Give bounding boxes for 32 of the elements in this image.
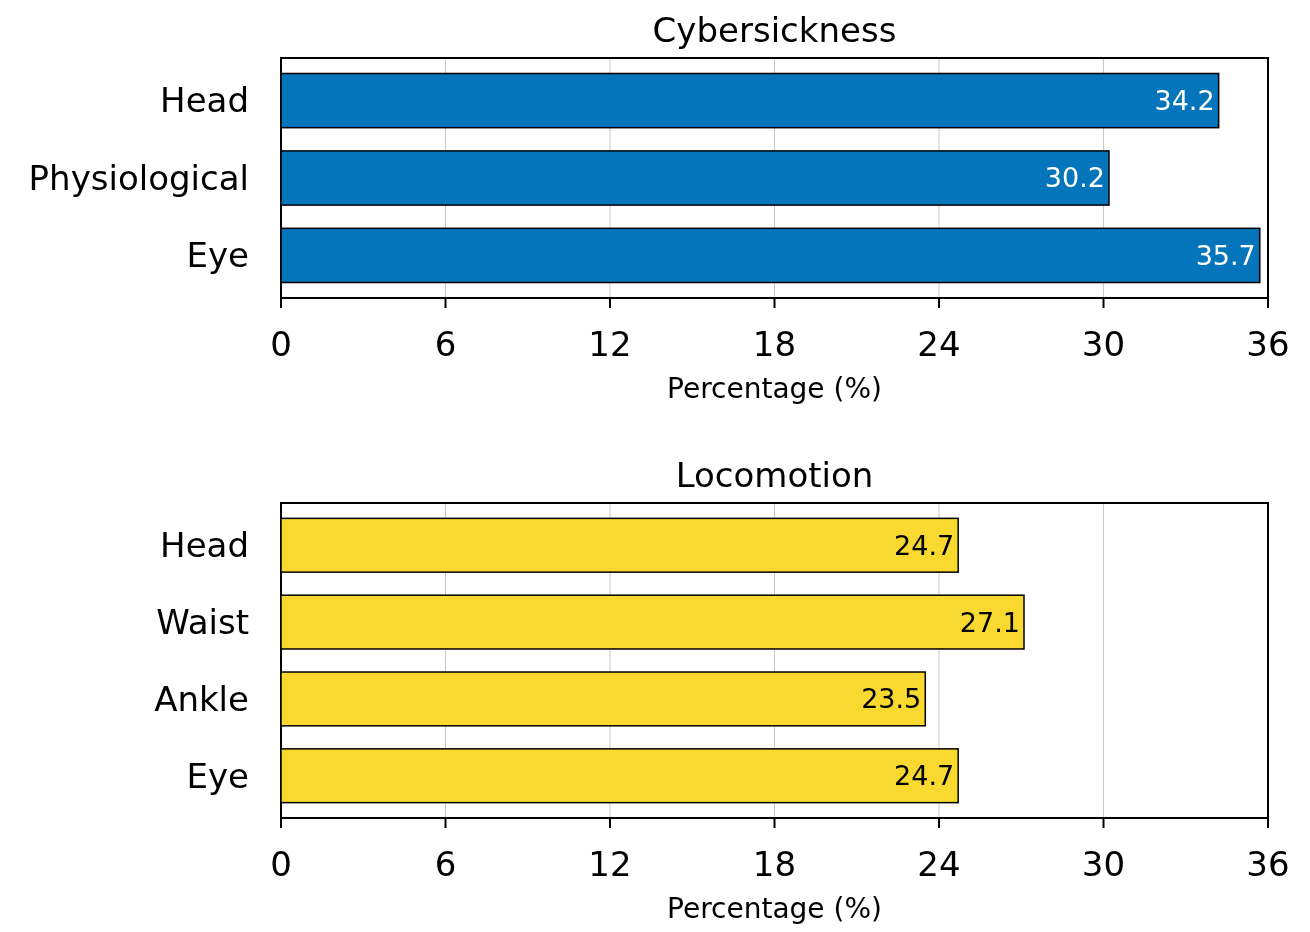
- x-axis-title: Percentage (%): [667, 372, 882, 405]
- data-label: 24.7: [894, 529, 955, 561]
- x-tick-label: 0: [270, 844, 292, 884]
- chart-title: Cybersickness: [652, 10, 897, 50]
- x-axis-title: Percentage (%): [667, 892, 882, 925]
- data-label: 34.2: [1154, 85, 1215, 117]
- y-tick-label: Eye: [186, 235, 249, 276]
- x-tick-label: 18: [752, 844, 797, 884]
- x-tick-label: 6: [434, 324, 457, 364]
- data-label: 23.5: [861, 683, 922, 715]
- y-tick-label: Ankle: [154, 678, 249, 719]
- x-tick-label: 36: [1246, 844, 1290, 884]
- chart-title: Locomotion: [675, 455, 874, 495]
- data-label: 30.2: [1044, 162, 1105, 194]
- data-label: 35.7: [1195, 239, 1256, 271]
- x-tick-label: 24: [917, 844, 961, 884]
- y-tick-label: Waist: [156, 601, 249, 642]
- x-tick-label: 24: [917, 324, 961, 364]
- y-tick-label: Head: [160, 525, 249, 566]
- y-tick-label: Eye: [186, 755, 249, 796]
- data-label: 24.7: [894, 760, 955, 792]
- x-tick-label: 12: [588, 844, 632, 884]
- x-tick-label: 6: [434, 844, 457, 884]
- x-tick-label: 0: [270, 324, 292, 364]
- x-tick-label: 36: [1246, 324, 1290, 364]
- x-tick-label: 12: [588, 324, 632, 364]
- y-tick-label: Head: [160, 80, 249, 121]
- y-tick-label: Physiological: [28, 157, 249, 198]
- data-label: 27.1: [959, 606, 1020, 638]
- x-tick-label: 30: [1081, 324, 1126, 364]
- x-tick-label: 30: [1081, 844, 1126, 884]
- x-tick-label: 18: [752, 324, 797, 364]
